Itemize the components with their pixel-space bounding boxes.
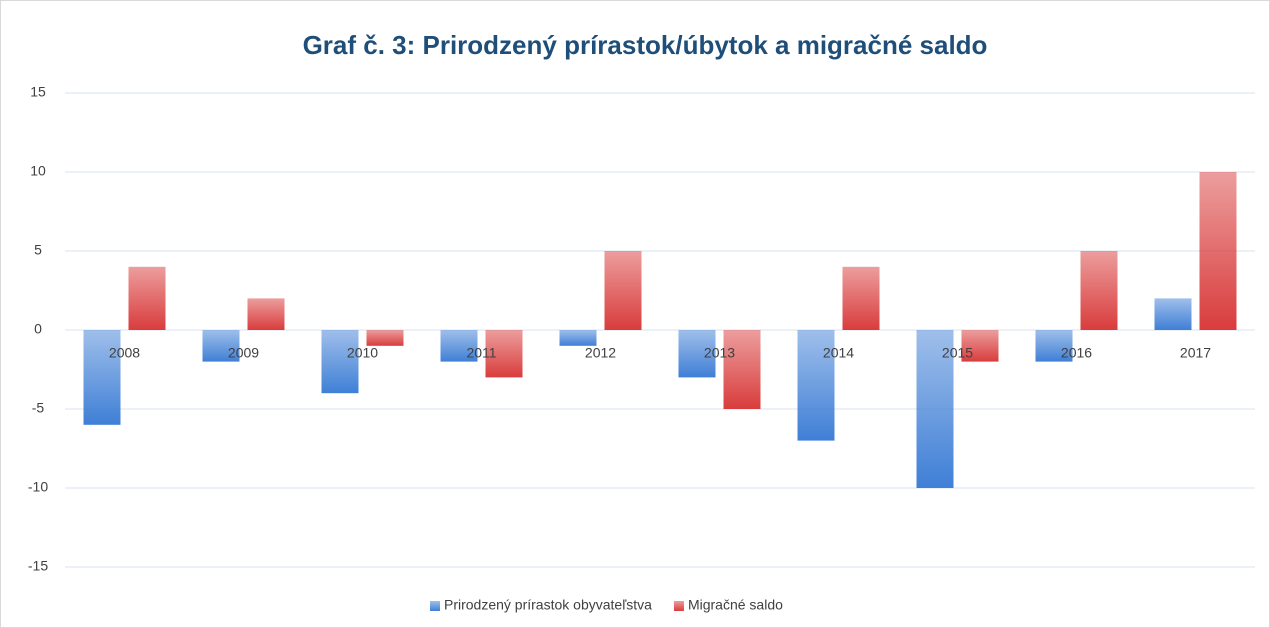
bar bbox=[321, 330, 359, 394]
bar bbox=[723, 330, 761, 409]
bar bbox=[842, 266, 880, 330]
bar bbox=[366, 330, 404, 346]
x-tick-label: 2012 bbox=[585, 345, 616, 361]
legend-swatch bbox=[673, 601, 684, 611]
bar bbox=[247, 298, 285, 330]
bar bbox=[604, 251, 642, 330]
y-tick-label: -5 bbox=[32, 400, 45, 416]
x-tick-label: 2015 bbox=[942, 345, 973, 361]
x-tick-label: 2017 bbox=[1180, 345, 1211, 361]
bar bbox=[1154, 298, 1192, 330]
y-tick-label: 5 bbox=[34, 242, 42, 258]
x-tick-label: 2011 bbox=[466, 345, 496, 361]
bar bbox=[1199, 172, 1237, 330]
x-tick-label: 2016 bbox=[1061, 345, 1092, 361]
legend-label: Migračné saldo bbox=[688, 597, 783, 613]
y-tick-label: 15 bbox=[30, 84, 46, 100]
bar bbox=[440, 330, 478, 362]
y-tick-label: 10 bbox=[30, 163, 46, 179]
bar bbox=[1080, 251, 1118, 330]
legend-label: Prirodzený prírastok obyvateľstva bbox=[444, 597, 652, 613]
x-tick-label: 2009 bbox=[228, 345, 259, 361]
chart-title: Graf č. 3: Prirodzený prírastok/úbytok a… bbox=[303, 30, 988, 60]
y-tick-label: -10 bbox=[28, 479, 48, 495]
bar bbox=[916, 330, 954, 488]
x-tick-label: 2013 bbox=[704, 345, 735, 361]
bar bbox=[678, 330, 716, 378]
bar bbox=[128, 266, 166, 330]
bar bbox=[961, 330, 999, 362]
legend-swatch bbox=[430, 601, 440, 611]
bar bbox=[797, 330, 835, 441]
x-tick-label: 2008 bbox=[109, 345, 140, 361]
bar bbox=[83, 330, 121, 425]
bar bbox=[485, 330, 523, 378]
y-tick-label: 0 bbox=[34, 321, 42, 337]
y-tick-label: -15 bbox=[28, 558, 48, 574]
x-tick-label: 2010 bbox=[347, 345, 378, 361]
bar bbox=[202, 330, 240, 362]
bar bbox=[559, 330, 597, 346]
x-tick-label: 2014 bbox=[823, 345, 854, 361]
bar bbox=[1035, 330, 1073, 362]
